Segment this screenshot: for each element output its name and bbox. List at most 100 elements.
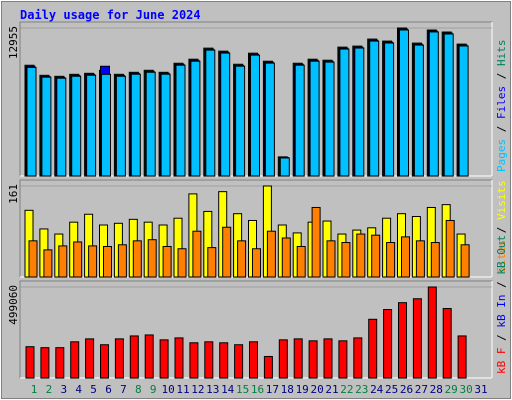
bar bbox=[294, 64, 305, 177]
bar bbox=[386, 242, 396, 278]
x-tick-label: 2 bbox=[46, 383, 53, 396]
x-tick-label: 22 bbox=[340, 383, 353, 396]
bar bbox=[88, 245, 98, 278]
legend-entry: Hits bbox=[495, 40, 508, 67]
bar bbox=[129, 335, 139, 379]
bar bbox=[443, 33, 454, 177]
bar bbox=[427, 286, 437, 379]
x-tick-label: 27 bbox=[415, 383, 428, 396]
bar bbox=[249, 341, 258, 379]
x-tick-label: 23 bbox=[355, 383, 368, 396]
bar bbox=[401, 236, 410, 278]
bar bbox=[428, 31, 439, 177]
x-tick-label: 16 bbox=[251, 383, 264, 396]
bar bbox=[86, 74, 97, 177]
legend-entry: Files bbox=[495, 86, 508, 119]
bar bbox=[177, 248, 187, 278]
bar bbox=[220, 52, 231, 177]
bar bbox=[70, 341, 80, 379]
x-tick-label: 25 bbox=[385, 383, 398, 396]
legend-entry: kB In bbox=[495, 295, 508, 328]
bar bbox=[100, 344, 109, 379]
bar bbox=[235, 65, 246, 177]
bar bbox=[115, 75, 126, 177]
bar bbox=[175, 64, 186, 177]
legend-separator: / bbox=[495, 275, 508, 295]
bar bbox=[160, 73, 171, 177]
x-tick-label: 15 bbox=[236, 383, 249, 396]
bar bbox=[308, 340, 318, 379]
y-tick-label: 499060 bbox=[7, 285, 20, 325]
x-tick-label: 3 bbox=[60, 383, 67, 396]
x-tick-label: 29 bbox=[445, 383, 458, 396]
x-tick-label: 26 bbox=[400, 383, 413, 396]
legend-entry: kB F bbox=[495, 348, 508, 375]
bar bbox=[442, 308, 452, 379]
bar bbox=[341, 242, 351, 278]
bar bbox=[25, 346, 35, 379]
bar bbox=[73, 241, 83, 278]
bar bbox=[278, 339, 288, 379]
bar bbox=[117, 244, 127, 278]
bar bbox=[234, 344, 244, 379]
bar bbox=[353, 337, 363, 379]
bar bbox=[383, 309, 393, 379]
bar bbox=[192, 230, 202, 278]
bar bbox=[190, 60, 201, 177]
bar bbox=[205, 49, 216, 177]
legend: kB F / kB In / kB Out bbox=[495, 235, 508, 374]
bar bbox=[457, 335, 467, 379]
bar bbox=[311, 206, 321, 278]
legend: Pages / Files / Hits bbox=[495, 40, 508, 173]
x-tick-label: 5 bbox=[90, 383, 97, 396]
x-tick-label: 14 bbox=[221, 383, 235, 396]
x-tick-label: 31 bbox=[474, 383, 487, 396]
bar bbox=[368, 318, 378, 379]
bar bbox=[26, 66, 37, 177]
bar bbox=[132, 240, 142, 278]
x-tick-label: 17 bbox=[266, 383, 279, 396]
bar bbox=[174, 337, 184, 379]
bar bbox=[384, 42, 395, 177]
bar bbox=[71, 75, 82, 177]
bar bbox=[43, 249, 53, 278]
y-tick-label: 12955 bbox=[7, 26, 20, 59]
x-tick-label: 11 bbox=[176, 383, 189, 396]
legend-entry: Pages bbox=[495, 139, 508, 172]
bar bbox=[252, 248, 261, 278]
bar bbox=[101, 73, 111, 177]
bar bbox=[222, 226, 232, 278]
x-tick-label: 30 bbox=[459, 383, 472, 396]
bar bbox=[412, 298, 422, 379]
bar bbox=[264, 62, 275, 177]
legend-entry: Sites bbox=[495, 240, 508, 273]
x-tick-label: 28 bbox=[430, 383, 443, 396]
bar bbox=[281, 237, 291, 278]
bar bbox=[371, 234, 381, 278]
bar bbox=[460, 244, 470, 278]
bar bbox=[445, 219, 455, 278]
bar bbox=[189, 342, 199, 379]
bar bbox=[41, 76, 52, 177]
x-tick-label: 1 bbox=[31, 383, 38, 396]
x-tick-label: 9 bbox=[150, 383, 157, 396]
x-tick-label: 4 bbox=[75, 383, 82, 396]
bar bbox=[56, 77, 67, 177]
bar bbox=[207, 247, 217, 278]
bar bbox=[144, 334, 154, 379]
x-tick-label: 13 bbox=[206, 383, 219, 396]
bar bbox=[130, 73, 141, 177]
bar bbox=[296, 245, 306, 278]
bar bbox=[369, 40, 380, 177]
legend-separator: / bbox=[495, 119, 508, 139]
bar bbox=[55, 347, 65, 379]
bar bbox=[266, 230, 276, 278]
bar bbox=[279, 157, 290, 177]
legend-entry: kB Out bbox=[495, 235, 508, 275]
bar bbox=[147, 239, 157, 278]
bar bbox=[159, 339, 169, 379]
bar bbox=[237, 240, 247, 278]
x-tick-label: 21 bbox=[325, 383, 338, 396]
